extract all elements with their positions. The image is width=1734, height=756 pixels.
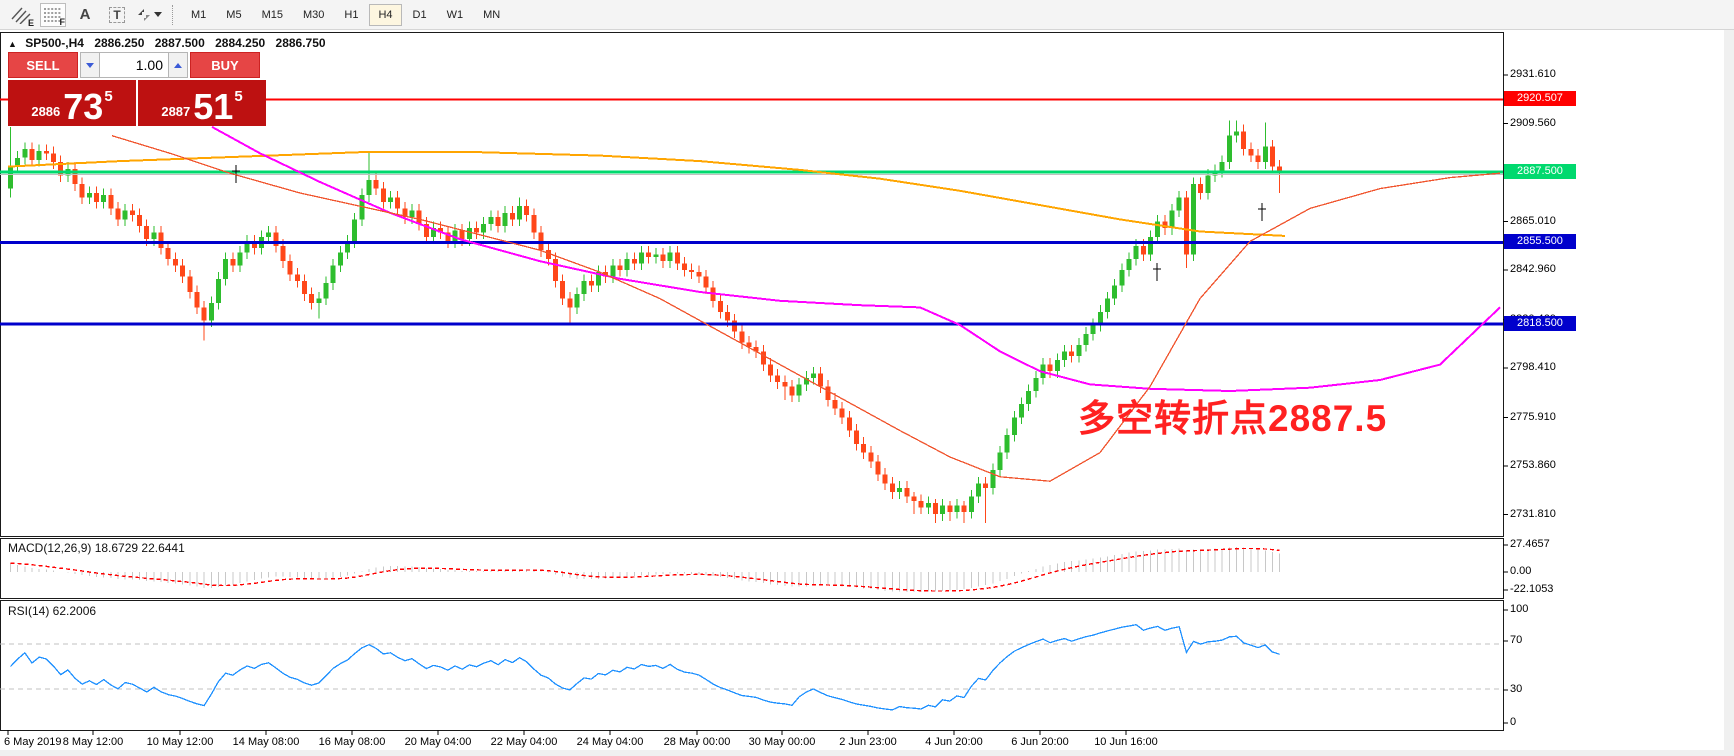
rsi-axis-tick: 70	[1510, 634, 1523, 646]
timeframe-d1[interactable]: D1	[412, 8, 427, 21]
horizontal-scrollbar[interactable]	[0, 750, 1724, 756]
price-open: 2886.250	[94, 36, 145, 50]
volume-increase-button[interactable]	[168, 52, 188, 78]
time-axis-label: 22 May 04:00	[490, 736, 558, 748]
price-axis-tick: 2753.860	[1510, 459, 1556, 472]
arrows-icon[interactable]	[136, 3, 162, 27]
price-axis-tick: 2865.010	[1510, 214, 1556, 227]
sell-button[interactable]: SELL	[8, 52, 78, 78]
sell-price-big-figure: 2886	[31, 104, 61, 119]
icon-sub-label: F	[59, 16, 66, 27]
timeframe-w1[interactable]: W1	[446, 8, 464, 21]
toolbar: E F A T M1 M5 M15 M30 H1 H4 D1 W1 MN	[0, 0, 1734, 30]
price-axis-tick: 2775.910	[1510, 410, 1556, 423]
volume-decrease-button[interactable]	[80, 52, 100, 78]
buy-price-pipette: 5	[234, 88, 243, 105]
buy-price-big-figure: 2887	[161, 104, 191, 119]
window-right-edge	[1724, 30, 1734, 756]
text-icon-glyph: A	[79, 6, 91, 23]
arrows-glyph	[138, 8, 150, 21]
macd-axis-tick: -22.1053	[1510, 583, 1554, 595]
price-line-badge: 2920.507	[1504, 91, 1576, 107]
volume-input[interactable]	[100, 52, 168, 78]
text-label-icon-glyph: T	[109, 6, 125, 23]
macd-axis-tick: 0.00	[1510, 565, 1532, 577]
text-icon[interactable]: A	[72, 3, 98, 27]
one-click-trading-panel: SELL BUY 2886 73 5 2887 51 5	[8, 52, 266, 126]
price-close: 2886.750	[275, 36, 326, 50]
chevron-up-icon	[174, 62, 182, 68]
icon-sub-label: E	[27, 17, 34, 28]
chart-header: ▲ SP500-,H4 2886.250 2887.500 2884.250 2…	[8, 36, 333, 50]
price-line-badge: 2818.500	[1504, 315, 1576, 331]
time-axis-label: 10 May 12:00	[146, 736, 214, 748]
time-axis-label: 8 May 12:00	[62, 736, 124, 748]
time-axis-label: 20 May 04:00	[404, 736, 472, 748]
timeframe-m5[interactable]: M5	[226, 8, 242, 21]
rsi-indicator-label: RSI(14) 62.2006	[8, 604, 97, 618]
buy-price-tile[interactable]: 2887 51 5	[138, 80, 266, 126]
equidistant-channel-icon[interactable]: E	[8, 3, 34, 28]
price-axis-tick: 2798.410	[1510, 361, 1556, 374]
time-axis-label: 2 Jun 23:00	[839, 736, 897, 748]
buy-button[interactable]: BUY	[190, 52, 260, 78]
timeframe-m1[interactable]: M1	[191, 8, 207, 21]
time-axis-label: 30 May 00:00	[748, 736, 816, 748]
time-axis-label: 10 Jun 16:00	[1094, 736, 1158, 748]
price-axis-tick: 2931.610	[1510, 68, 1556, 80]
toolbar-separator	[172, 4, 173, 25]
price-line-badge: 2855.500	[1504, 234, 1576, 250]
volume-stepper	[80, 52, 188, 78]
timeframe-h1[interactable]: H1	[344, 8, 359, 21]
fibonacci-icon[interactable]: F	[40, 2, 66, 27]
one-click-panel-toggle[interactable]: ▲	[8, 39, 17, 49]
dropdown-caret-icon[interactable]	[154, 12, 162, 17]
time-axis-label: 28 May 00:00	[663, 736, 731, 748]
price-low: 2884.250	[215, 36, 266, 50]
sell-price-tile[interactable]: 2886 73 5	[8, 80, 136, 126]
timeframe-m30[interactable]: M30	[302, 8, 325, 21]
timeframe-m15[interactable]: M15	[261, 8, 283, 21]
buy-price-pips: 51	[193, 86, 234, 128]
symbol-period: SP500-,H4	[25, 36, 84, 50]
price-line-badge: 2887.500	[1504, 164, 1576, 180]
fibonacci-glyph	[44, 7, 62, 22]
sell-price-pips: 73	[63, 86, 104, 128]
time-axis-label: 6 Jun 20:00	[1011, 736, 1069, 748]
macd-axis-tick: 27.4657	[1510, 538, 1550, 550]
price-axis-tick: 2731.810	[1510, 507, 1556, 520]
sell-price-pipette: 5	[104, 88, 113, 105]
chevron-down-icon	[86, 62, 94, 68]
timeframe-h4[interactable]: H4	[369, 3, 402, 26]
price-axis-tick: 2909.560	[1510, 116, 1556, 129]
chart-text-annotation: 多空转折点2887.5	[1078, 398, 1388, 439]
rsi-axis-tick: 30	[1510, 683, 1523, 695]
timeframe-mn[interactable]: MN	[483, 8, 501, 21]
time-axis-label: 24 May 04:00	[576, 736, 644, 748]
equidistant-channel-glyph	[11, 7, 31, 24]
text-label-icon[interactable]: T	[104, 3, 130, 27]
time-axis-label: 16 May 08:00	[318, 736, 386, 748]
chart-window	[0, 30, 1734, 756]
time-axis-label: 14 May 08:00	[232, 736, 300, 748]
time-axis-label: 4 Jun 20:00	[925, 736, 983, 748]
price-high: 2887.500	[154, 36, 205, 50]
time-axis-label: 6 May 2019	[4, 736, 62, 748]
price-axis-tick: 2842.960	[1510, 263, 1556, 276]
macd-indicator-label: MACD(12,26,9) 18.6729 22.6441	[8, 541, 185, 555]
rsi-axis-tick: 0	[1510, 716, 1517, 728]
rsi-axis-tick: 100	[1510, 603, 1529, 615]
